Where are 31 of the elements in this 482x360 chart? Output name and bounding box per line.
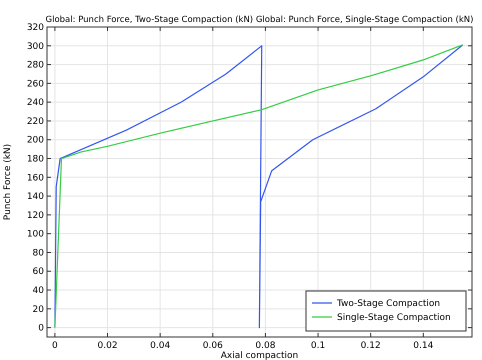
chart-title: Global: Punch Force, Two-Stage Compaction (kN) Global: Punch Force, Single-Stage Compaction (kN): [46, 15, 474, 25]
y-tick-label: 0: [38, 324, 44, 334]
legend-label: Single-Stage Compaction: [337, 313, 451, 323]
x-tick-label: 0.04: [150, 341, 170, 351]
y-tick-label: 180: [26, 154, 44, 165]
x-tick-label: 0.08: [255, 341, 276, 351]
y-tick-label: 80: [32, 248, 44, 258]
y-tick-label: 20: [32, 304, 44, 315]
x-tick-label: 0.1: [310, 341, 326, 351]
y-tick-label: 160: [26, 173, 44, 184]
y-tick-label: 300: [26, 42, 44, 52]
y-tick-label: 60: [32, 267, 44, 278]
y-tick-label: 120: [26, 210, 44, 221]
y-tick-label: 200: [26, 136, 44, 146]
x-axis-title: Axial compaction: [220, 351, 298, 360]
x-tick-label: 0.02: [98, 341, 118, 351]
y-tick-label: 100: [26, 230, 44, 240]
y-tick-label: 140: [26, 192, 44, 202]
y-axis-title: Punch Force (kN): [3, 144, 13, 220]
x-tick-label: 0: [52, 341, 58, 351]
x-tick-label: 0.12: [360, 341, 381, 351]
legend-label: Two-Stage Compaction: [336, 299, 440, 309]
line-series: [54, 44, 464, 328]
y-tick-label: 320: [26, 23, 44, 33]
y-tick-label: 40: [32, 286, 44, 296]
y-tick-label: 260: [26, 79, 44, 90]
y-tick-label: 220: [26, 116, 44, 127]
y-tick-label: 240: [26, 98, 44, 108]
x-tick-label: 0.14: [413, 341, 434, 351]
y-tick-label: 280: [26, 60, 44, 71]
x-tick-label: 0.06: [202, 341, 224, 351]
